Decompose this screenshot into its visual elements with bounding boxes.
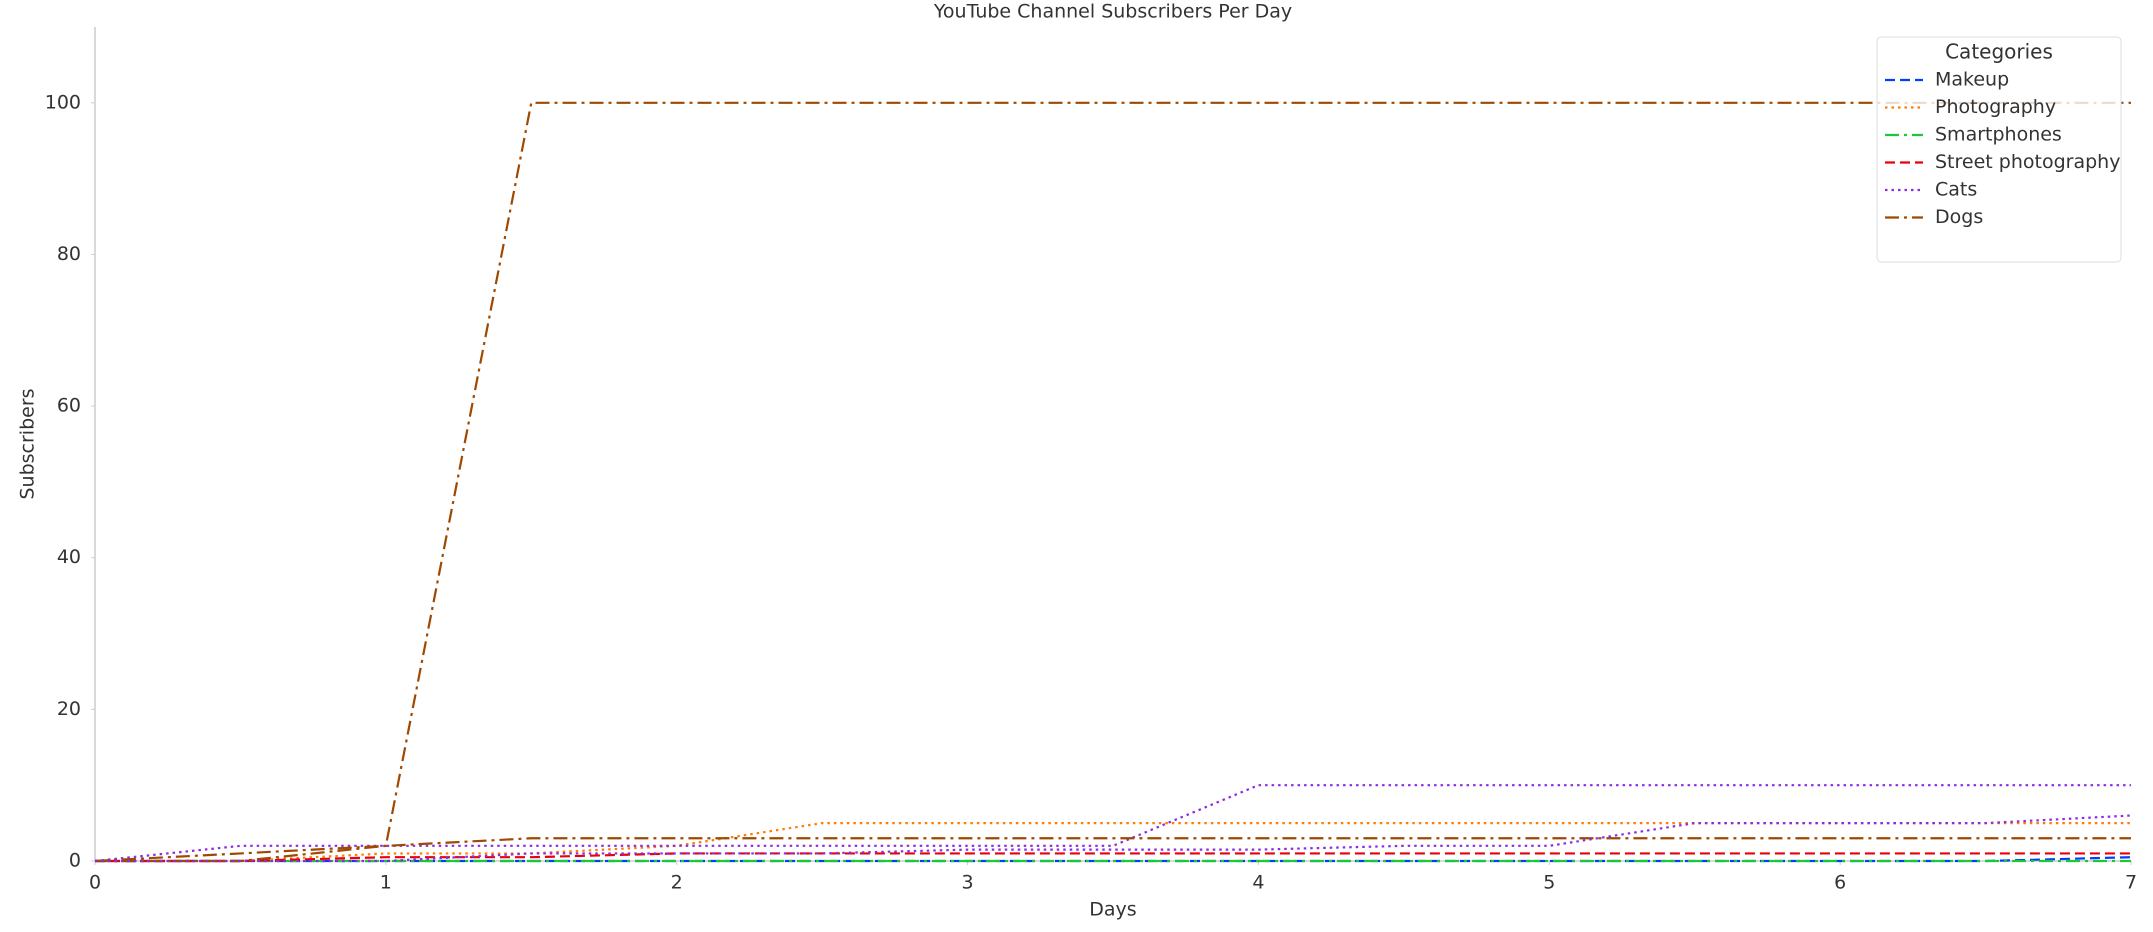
legend-label: Photography <box>1935 96 2056 118</box>
y-tick-label: 40 <box>57 546 81 568</box>
line-series <box>95 821 2131 863</box>
y-tick-label: 0 <box>69 850 81 872</box>
line-series <box>94 837 2131 863</box>
chart-title: YouTube Channel Subscribers Per Day <box>933 1 1292 23</box>
y-axis-label: Subscribers <box>17 388 39 499</box>
y-tick-label: 20 <box>57 698 81 720</box>
legend: Categories Makeup Photography Smartphones St… <box>1876 36 2122 263</box>
legend-label: Makeup <box>1935 69 2009 91</box>
legend-label: Smartphones <box>1935 124 2062 146</box>
legend-box <box>1876 36 2122 263</box>
legend-label: Street photography <box>1935 151 2120 173</box>
line-series <box>95 852 2131 863</box>
legend-title: Categories <box>1945 40 2053 64</box>
x-tick-label: 1 <box>380 872 392 894</box>
x-axis-label: Days <box>1089 899 1136 921</box>
x-tick-label: 3 <box>962 872 974 894</box>
x-tick-label: 0 <box>89 872 101 894</box>
x-tick-label: 7 <box>2125 872 2137 894</box>
line-series <box>95 101 2131 863</box>
line-series <box>95 856 2132 863</box>
x-tick-label: 4 <box>1252 872 1264 894</box>
line-series <box>95 814 2132 863</box>
line-series <box>94 784 2131 863</box>
y-tick-label: 60 <box>57 395 81 417</box>
x-tick-label: 2 <box>671 872 683 894</box>
x-tick-label: 6 <box>1834 872 1846 894</box>
legend-label: Cats <box>1935 179 1977 201</box>
y-tick-label: 100 <box>45 91 81 113</box>
x-tick-label: 5 <box>1543 872 1555 894</box>
legend-label: Dogs <box>1935 206 1983 228</box>
y-tick-label: 80 <box>57 243 81 265</box>
